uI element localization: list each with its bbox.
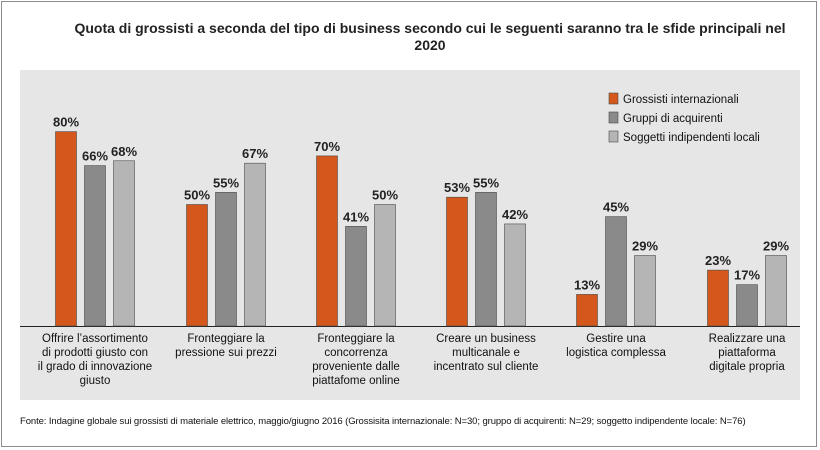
legend-label: Soggetti indipendenti locali [623, 132, 760, 144]
category-label: Gestire una logistica complessa [566, 333, 666, 359]
data-label: 66% [82, 149, 108, 164]
data-label: 55% [473, 175, 499, 190]
legend-swatch [608, 111, 619, 124]
bar [186, 204, 208, 327]
category-label: Realizzare una piattaforma digitale propri… [709, 333, 786, 373]
bar [446, 196, 468, 327]
plot-area [20, 70, 800, 400]
bar [55, 131, 77, 327]
data-label: 42% [502, 207, 528, 222]
bar [475, 192, 497, 327]
bar [244, 162, 266, 327]
chart-title: Quota di grossisti a seconda del tipo di… [74, 20, 786, 53]
bar [765, 255, 787, 327]
legend-label: Gruppi di acquirenti [623, 113, 723, 125]
category-label: Offrire l’assortimento di prodotti giusto… [38, 333, 152, 387]
data-label: 29% [632, 239, 658, 254]
data-label: 53% [444, 180, 470, 195]
bar [634, 255, 656, 327]
source-note: Fonte: Indagine globale sui grossisti di… [20, 416, 746, 427]
legend-label: Grossisti internazionali [623, 94, 739, 106]
data-label: 41% [343, 209, 369, 224]
data-label: 23% [705, 253, 731, 268]
bar [605, 216, 627, 327]
bar [84, 165, 106, 327]
data-label: 55% [213, 175, 239, 190]
bar [215, 192, 237, 327]
bar [374, 204, 396, 327]
bar [736, 284, 758, 327]
data-label: 50% [372, 188, 398, 203]
category-label: Fronteggiare la pressione sui prezzi [175, 333, 277, 359]
bar [707, 269, 729, 327]
data-label: 13% [574, 277, 600, 292]
data-label: 70% [314, 139, 340, 154]
data-label: 45% [603, 200, 629, 215]
bar [345, 226, 367, 327]
category-label: Fronteggiare la concorrenza proveniente da… [312, 333, 400, 387]
data-label: 67% [242, 146, 268, 161]
bar [504, 223, 526, 327]
data-label: 50% [184, 188, 210, 203]
bar [316, 155, 338, 327]
data-label: 68% [111, 144, 137, 159]
data-label: 80% [53, 115, 79, 130]
bar [576, 294, 598, 327]
legend-swatch [608, 92, 619, 105]
bar [113, 160, 135, 327]
data-label: 29% [763, 239, 789, 254]
data-label: 17% [734, 268, 760, 283]
legend-swatch [608, 130, 619, 143]
category-label: Creare un business multicanale e incentrat… [434, 333, 539, 373]
